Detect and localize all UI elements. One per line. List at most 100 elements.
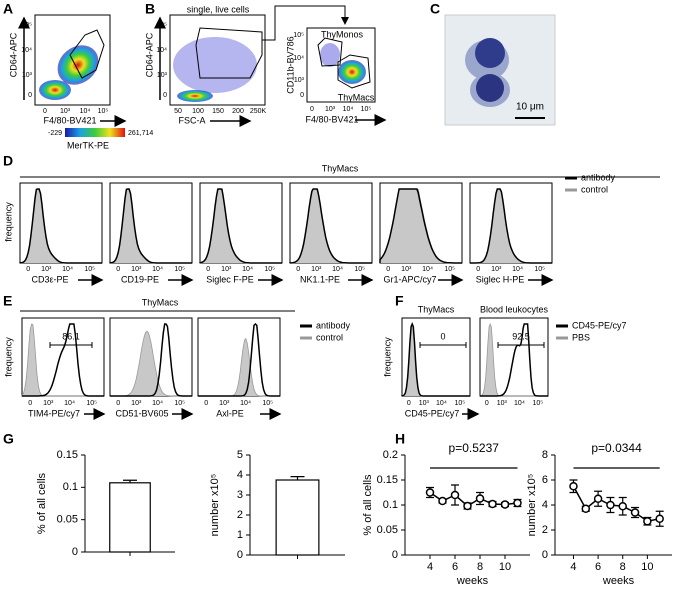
tick-label: 10⁵ bbox=[534, 266, 545, 273]
tick-label: 0 bbox=[407, 400, 411, 407]
point bbox=[618, 502, 627, 511]
tick-label: 10⁵ bbox=[98, 108, 109, 115]
legend-label: PBS bbox=[572, 332, 590, 342]
panel-letter: F bbox=[395, 293, 404, 309]
tick-label: 0 bbox=[43, 108, 47, 115]
panel-letter: G bbox=[3, 431, 14, 447]
histogram bbox=[379, 188, 462, 264]
tick-label: 0 bbox=[386, 266, 390, 273]
tick-label: 10³ bbox=[43, 400, 54, 407]
tick-label: 0 bbox=[485, 400, 489, 407]
point bbox=[643, 517, 652, 526]
point bbox=[606, 500, 615, 510]
tick-label: 0 bbox=[116, 266, 120, 273]
axis-label: Gr1-APC/cy7 bbox=[383, 274, 436, 284]
histogram bbox=[401, 322, 470, 397]
plot-title: Blood leukocytes bbox=[480, 304, 549, 314]
tick-label: 10⁵ bbox=[86, 400, 97, 407]
tick-label: 10⁵ bbox=[361, 106, 372, 113]
point bbox=[475, 494, 485, 503]
x-tick-label: 8 bbox=[620, 561, 626, 573]
point bbox=[581, 504, 591, 513]
axis-label: CD19-PE bbox=[121, 274, 159, 284]
point bbox=[569, 482, 578, 491]
y-tick-label: 8 bbox=[542, 449, 548, 461]
y-tick-label: 0.2 bbox=[383, 449, 398, 461]
axis-label: Siglec H-PE bbox=[476, 274, 525, 284]
line bbox=[572, 485, 660, 523]
scale-bar-label: 10 μm bbox=[516, 102, 544, 113]
point bbox=[438, 496, 447, 506]
axis-label: CD64-APC bbox=[8, 32, 18, 77]
tick-label: 100 bbox=[192, 108, 204, 115]
tick-label: 0 bbox=[26, 266, 30, 273]
y-axis-label: % of all cells bbox=[36, 472, 48, 534]
tick-label: 10⁴ bbox=[422, 266, 433, 273]
y-axis-label: number x10⁵ bbox=[209, 474, 221, 537]
y-tick-label: 2 bbox=[237, 509, 243, 521]
axis-label: TIM4-PE/cy7 bbox=[28, 408, 80, 418]
error-bar bbox=[123, 479, 137, 483]
tick-label: 10⁴ bbox=[240, 400, 251, 407]
tick-label: 10⁴ bbox=[332, 266, 343, 273]
y-axis-label: % of all cells bbox=[362, 474, 374, 536]
flow-plot-a bbox=[34, 14, 125, 137]
y-tick-label: 0.05 bbox=[377, 524, 398, 536]
axis-label: NK1.1-PE bbox=[300, 274, 340, 284]
histogram bbox=[470, 188, 552, 264]
y-tick-label: 0 bbox=[392, 549, 398, 561]
tick-label: 10³ bbox=[401, 266, 412, 273]
tick-label: 10³ bbox=[497, 400, 508, 407]
tick-label: 10³ bbox=[311, 266, 322, 273]
tick-label: 10³ bbox=[294, 77, 305, 84]
tick-label: 10⁴ bbox=[156, 47, 167, 54]
population-label: ThyMacs bbox=[338, 92, 375, 102]
x-tick-label: 4 bbox=[570, 561, 576, 573]
point bbox=[488, 499, 497, 509]
scale-label: 261,714 bbox=[128, 130, 153, 137]
y-tick-label: 0.1 bbox=[63, 481, 78, 493]
legend-label: antibody bbox=[581, 172, 616, 182]
tick-label: 10³ bbox=[491, 266, 502, 273]
histogram bbox=[470, 188, 552, 264]
y-tick-label: 4 bbox=[237, 469, 243, 481]
y-tick-label: 1 bbox=[237, 529, 243, 541]
y-tick-label: 3 bbox=[237, 489, 243, 501]
tick-label: 10⁴ bbox=[242, 266, 253, 273]
x-tick-label: 8 bbox=[477, 561, 483, 573]
axis-label: F4/80-BV421 bbox=[43, 115, 96, 125]
tick-label: 10³ bbox=[22, 72, 33, 79]
tick-label: 10⁴ bbox=[62, 266, 73, 273]
error-bar bbox=[290, 476, 305, 480]
y-tick-label: 0 bbox=[72, 546, 78, 558]
tick-label: 10⁴ bbox=[80, 108, 91, 115]
scale-label: -229 bbox=[48, 130, 62, 137]
tick-label: 10⁴ bbox=[343, 106, 354, 113]
panel-letter: E bbox=[3, 293, 12, 309]
tick-label: 0 bbox=[310, 106, 314, 113]
tick-label: 10⁵ bbox=[174, 400, 185, 407]
tick-label: 0 bbox=[28, 92, 32, 99]
tick-label: 50 bbox=[174, 108, 182, 115]
tick-label: 10⁵ bbox=[21, 22, 32, 29]
y-tick-label: 0 bbox=[542, 549, 548, 561]
tick-label: 10⁴ bbox=[21, 47, 32, 54]
flow-plot-b bbox=[169, 5, 376, 106]
tick-label: 10⁵ bbox=[444, 266, 455, 273]
gate bbox=[419, 342, 467, 348]
tick-label: 0 bbox=[206, 266, 210, 273]
tick-label: 200 bbox=[232, 108, 244, 115]
tick-label: 10⁴ bbox=[436, 400, 447, 407]
tick-label: 10⁵ bbox=[532, 400, 543, 407]
annotation: p=0.0344 bbox=[591, 441, 642, 455]
gate-label: 92.5 bbox=[512, 331, 530, 341]
tick-label: 10⁴ bbox=[64, 400, 75, 407]
scale-title: MerTK-PE bbox=[67, 140, 109, 150]
population-label: ThyMonos bbox=[321, 29, 364, 39]
x-axis-label: weeks bbox=[456, 575, 489, 587]
axis-label: CD51-BV605 bbox=[115, 408, 168, 418]
gate bbox=[49, 342, 93, 348]
group-header: ThyMacs bbox=[322, 163, 359, 173]
y-tick-label: 0.05 bbox=[57, 514, 78, 526]
